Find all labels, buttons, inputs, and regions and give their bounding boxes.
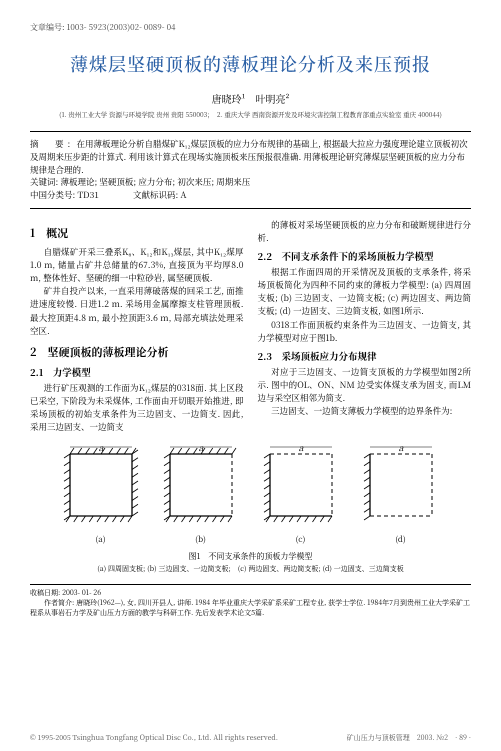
body-columns: 1 概况 自腊煤矿开采三叠系K₈、K₁₂和K₁₃煤层, 其中K₁₂煤厚1.0 m… — [30, 219, 471, 435]
keywords-line: 关键词: 薄板理论; 坚硬顶板; 应力分布; 初次来压; 周期来压 — [30, 176, 471, 189]
figure-sublabel: (b) — [158, 534, 244, 545]
authors: 唐晓玲¹ 叶明亮² — [30, 91, 471, 106]
abstract-lead: 摘 要: — [30, 138, 74, 150]
figure-cell: a (a) — [58, 442, 144, 545]
abstract-line: 摘 要: 在用薄板理论分析自腊煤矿K₁₂煤层顶板的应力分布规律的基础上, 根据最… — [30, 138, 471, 176]
kw-body: 薄板理论; 坚硬顶板; 应力分布; 初次来压; 周期来压 — [60, 176, 250, 188]
paragraph: 矿井自投产以来, 一直采用薄破落煤的回采工艺, 面推进速度较慢. 日进1.2 m… — [30, 285, 244, 338]
page-title: 薄煤层坚硬顶板的薄板理论分析及来压预报 — [30, 51, 471, 77]
plate-diagram-icon: a — [158, 442, 244, 532]
article-number: 文章编号: 1003- 5923(2003)02- 0089- 04 — [30, 22, 471, 33]
author-bio: 作者简介: 唐晓玲(1962—), 女, 四川开县人, 讲师. 1984 年毕业… — [30, 599, 471, 619]
svg-text:a: a — [198, 442, 204, 454]
paragraph: 的薄板对采场坚硬顶板的应力分布和破断规律进行分析. — [258, 219, 472, 245]
svg-text:a: a — [98, 442, 104, 454]
figure-cell: a (c) — [258, 442, 344, 545]
figure-cell: a (b) — [158, 442, 244, 545]
class-line: 中国分类号: TD31 文献标识码: A — [30, 189, 471, 202]
abstract-box: 摘 要: 在用薄板理论分析自腊煤矿K₁₂煤层顶板的应力分布规律的基础上, 根据最… — [30, 131, 471, 209]
figure-subcaption: (a) 四周固支板; (b) 三边固支、一边简支板; (c) 两边固支、两边简支… — [30, 564, 471, 574]
copyright-text: © 1995-2005 Tsinghua Tongfang Optical Di… — [30, 733, 278, 743]
abstract-body: 在用薄板理论分析自腊煤矿K₁₂煤层顶板的应力分布规律的基础上, 根据最大拉应力强… — [30, 138, 468, 176]
footer-block: 收稿日期: 2003- 01- 26 作者简介: 唐晓玲(1962—), 女, … — [30, 584, 471, 618]
svg-text:a: a — [398, 442, 404, 454]
paragraph: 进行矿压观测的工作面为K₁₂煤层的0318面. 其上区段已采空, 下阶段为未采煤… — [30, 382, 244, 435]
page-footer: 矿山压力与顶板管理 2003. №2 · 89 · — [347, 733, 471, 743]
figure-caption: 图1 不同支承条件的顶板力学模型 — [30, 551, 471, 562]
paragraph: 自腊煤矿开采三叠系K₈、K₁₂和K₁₃煤层, 其中K₁₂煤厚1.0 m, 储量占… — [30, 246, 244, 286]
figure-sublabel: (a) — [58, 534, 144, 545]
left-column: 1 概况 自腊煤矿开采三叠系K₈、K₁₂和K₁₃煤层, 其中K₁₂煤厚1.0 m… — [30, 219, 244, 435]
svg-text:a: a — [298, 442, 304, 454]
figure-row: a (a) a (b) a — [30, 442, 471, 545]
section-heading: 2 坚硬顶板的薄板理论分析 — [30, 344, 244, 361]
subsection-heading: 2.3 采场顶板应力分布规律 — [258, 349, 472, 364]
plate-diagram-icon: a — [258, 442, 344, 532]
plate-diagram-icon: a — [58, 442, 144, 532]
section-heading: 1 概况 — [30, 225, 244, 242]
affiliations: (1. 贵州工业大学 资源与环境学院 贵州 贵阳 550003； 2. 重庆大学… — [30, 110, 471, 119]
paragraph: 根据工作面四周的开采情况及顶板的支承条件, 将采场顶板简化为四种不同约束的薄板力… — [258, 266, 472, 319]
figure-sublabel: (d) — [358, 534, 444, 545]
kw-lead: 关键词: — [30, 176, 58, 188]
subsection-heading: 2.1 力学模型 — [30, 365, 244, 380]
right-column: 的薄板对采场坚硬顶板的应力分布和破断规律进行分析. 2.2 不同支承条件下的采场… — [258, 219, 472, 435]
subsection-heading: 2.2 不同支承条件下的采场顶板力学模型 — [258, 249, 472, 264]
paragraph: 0318工作面顶板约束条件为三边固支、一边简支, 其力学模型对应于图1b. — [258, 319, 472, 345]
paragraph: 对应于三边固支、一边简支顶板的力学模型如图2所示. 图中的OL、ON、NM 边受… — [258, 366, 472, 406]
figure-cell: a (d) — [358, 442, 444, 545]
paragraph: 三边固支、一边简支薄板力学模型的边界条件为: — [258, 405, 472, 418]
figure-1: a (a) a (b) a — [30, 442, 471, 574]
plate-diagram-icon: a — [358, 442, 444, 532]
figure-sublabel: (c) — [258, 534, 344, 545]
